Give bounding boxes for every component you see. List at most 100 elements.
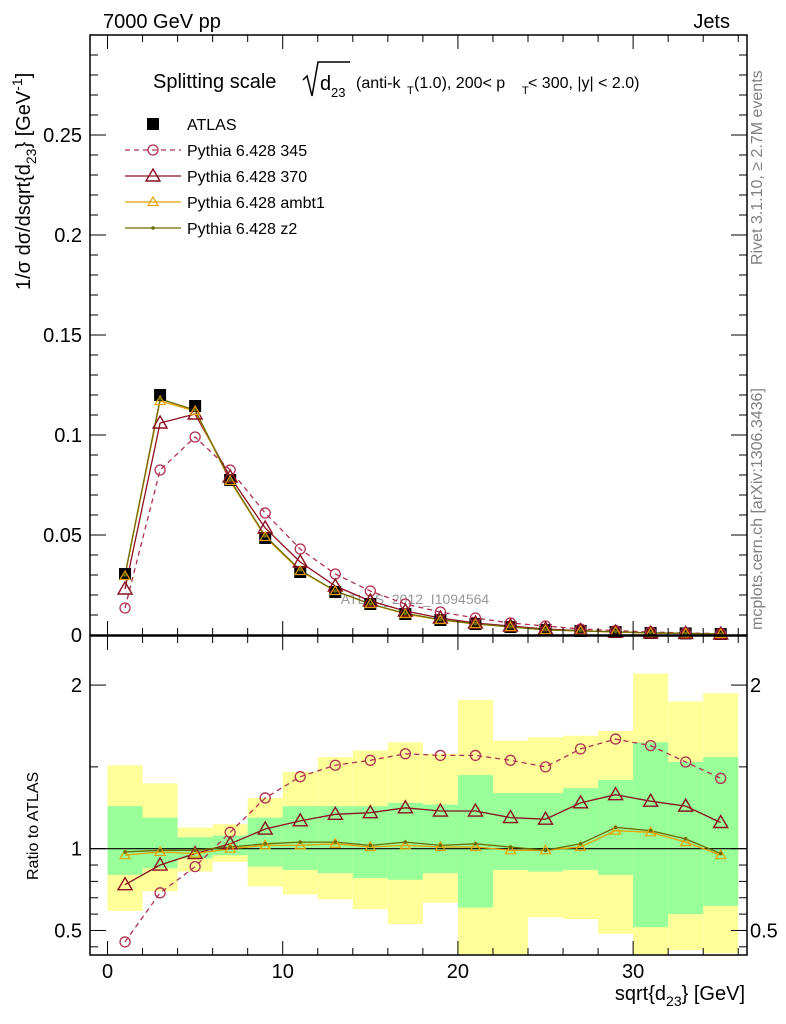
- main-ylabel-close: ]: [13, 73, 35, 79]
- uncertainty-band-inner-bin: [633, 742, 669, 928]
- main-point-3: [118, 569, 132, 581]
- ratio-point-0: [399, 748, 412, 760]
- main-point-1: [154, 464, 166, 476]
- title-prefix: Splitting scale: [153, 71, 276, 93]
- ratio-point-3: [123, 850, 127, 854]
- analysis-watermark: ATLAS_2012_I1094564: [341, 591, 490, 607]
- ratio-point-1: [362, 804, 379, 819]
- title-d: d: [320, 73, 331, 95]
- uncertainty-band-inner-bin: [282, 806, 318, 870]
- xtick-label: 10: [272, 961, 294, 983]
- main-point-3: [154, 394, 167, 406]
- uncertainty-band-inner-bin: [107, 806, 143, 875]
- ratio-point-3: [193, 848, 197, 853]
- ratio-point-2: [504, 844, 517, 855]
- main-point-3: [224, 474, 237, 486]
- ratio-point-2: [364, 840, 377, 852]
- legend-label: ATLAS: [187, 117, 237, 134]
- ratio-point-0: [504, 754, 517, 766]
- xlabel-text: sqrt{d: [615, 983, 666, 1005]
- ratio-point-1: [292, 812, 309, 827]
- main-point-4: [648, 631, 653, 635]
- ratio-point-3: [368, 843, 373, 848]
- process-label: Jets: [693, 11, 730, 33]
- ratio-point-3: [438, 843, 443, 848]
- ratio-point-0: [329, 759, 341, 771]
- ratio-bands: [90, 673, 747, 955]
- ratio-point-0: [644, 739, 657, 752]
- main-point-2: [397, 602, 414, 617]
- xtick-label: 0: [102, 961, 113, 983]
- main-point-3: [434, 613, 447, 625]
- legend-marker: [144, 167, 162, 182]
- ratio-xlabel: sqrt{d23} [GeV]: [615, 983, 745, 1009]
- title-d-sub: 23: [331, 85, 345, 100]
- ratio-point-2: [434, 840, 447, 852]
- main-point-2: [116, 580, 134, 595]
- uncertainty-band-inner-bin: [492, 793, 528, 870]
- ratio-line-0: [124, 738, 721, 943]
- main-ylabel-sup: -1: [9, 78, 25, 91]
- ratio-point-3: [613, 825, 618, 830]
- ratio-point-0: [189, 861, 201, 873]
- ratio-point-2: [399, 839, 412, 850]
- main-point-3: [539, 623, 552, 635]
- ratio-point-3: [508, 845, 513, 849]
- ratio-point-0: [574, 743, 587, 755]
- ratio-point-3: [473, 841, 478, 846]
- main-point-2: [607, 623, 624, 638]
- ratio-point-3: [403, 840, 408, 844]
- main-ylabel-text: 1/σ dσ/dsqrt{d: [13, 164, 35, 290]
- main-point-2: [677, 625, 694, 640]
- ratio-point-2: [714, 849, 727, 860]
- main-line-1: [124, 436, 721, 635]
- ratio-point-3: [578, 841, 583, 846]
- title-tail: < 300, |y| < 2.0): [528, 75, 640, 92]
- ratio-point-2: [539, 844, 552, 855]
- main-ylabel-sub: 23: [23, 148, 39, 164]
- main-point-1: [189, 431, 201, 443]
- main-point-2: [642, 624, 659, 639]
- main-point-3: [714, 627, 727, 639]
- xtick-label: 20: [447, 961, 469, 983]
- ratio-point-1: [186, 845, 204, 860]
- main-point-2: [221, 468, 239, 483]
- main-point-3: [364, 597, 377, 609]
- ratio-ylabel: Ratio to ATLAS: [25, 772, 42, 880]
- xtick-label: 30: [622, 961, 644, 983]
- svg-text:1/σ dσ/dsqrt{d23} [GeV-1]: 1/σ dσ/dsqrt{d23} [GeV-1]: [9, 73, 39, 290]
- ratio-point-0: [119, 936, 131, 948]
- ratio-point-3: [683, 837, 688, 841]
- uncertainty-band-inner-bin: [142, 817, 178, 869]
- legend-marker: [147, 118, 159, 130]
- ratio-point-1: [397, 799, 414, 814]
- main-series-layer: [116, 389, 729, 640]
- main-ytick-label: 0.1: [54, 425, 82, 447]
- main-point-3: [294, 564, 307, 576]
- legend-marker: [151, 226, 155, 230]
- main-point-1: [364, 585, 376, 597]
- ratio-point-2: [609, 824, 622, 835]
- main-point-3: [399, 607, 412, 619]
- title-t-sub: T: [407, 85, 414, 97]
- main-ytick-label: 0.05: [43, 525, 82, 547]
- ratio-point-1: [642, 792, 659, 807]
- legend-label: Pythia 6.428 ambt1: [187, 195, 325, 212]
- ratio-point-1: [712, 814, 729, 829]
- main-point-2: [362, 592, 379, 607]
- main-ylabel-end: } [GeV: [13, 90, 35, 148]
- plot-title: Splitting scale d 23 (anti-k T (1.0), 20…: [153, 61, 640, 100]
- main-point-4: [333, 589, 338, 593]
- main-point-4: [368, 602, 373, 606]
- main-point-4: [473, 622, 478, 626]
- ratio-point-3: [228, 845, 232, 849]
- ratio-ytick-label: 0.5: [54, 920, 82, 942]
- title-suffix: (anti-k: [356, 75, 401, 92]
- main-point-3: [189, 404, 202, 416]
- ratio-point-3: [263, 841, 268, 846]
- rivet-label: Rivet 3.1.10, ≥ 2.7M events: [749, 70, 766, 265]
- ratio-point-2: [189, 847, 202, 858]
- ratio-point-0: [154, 887, 166, 899]
- main-point-4: [438, 617, 443, 622]
